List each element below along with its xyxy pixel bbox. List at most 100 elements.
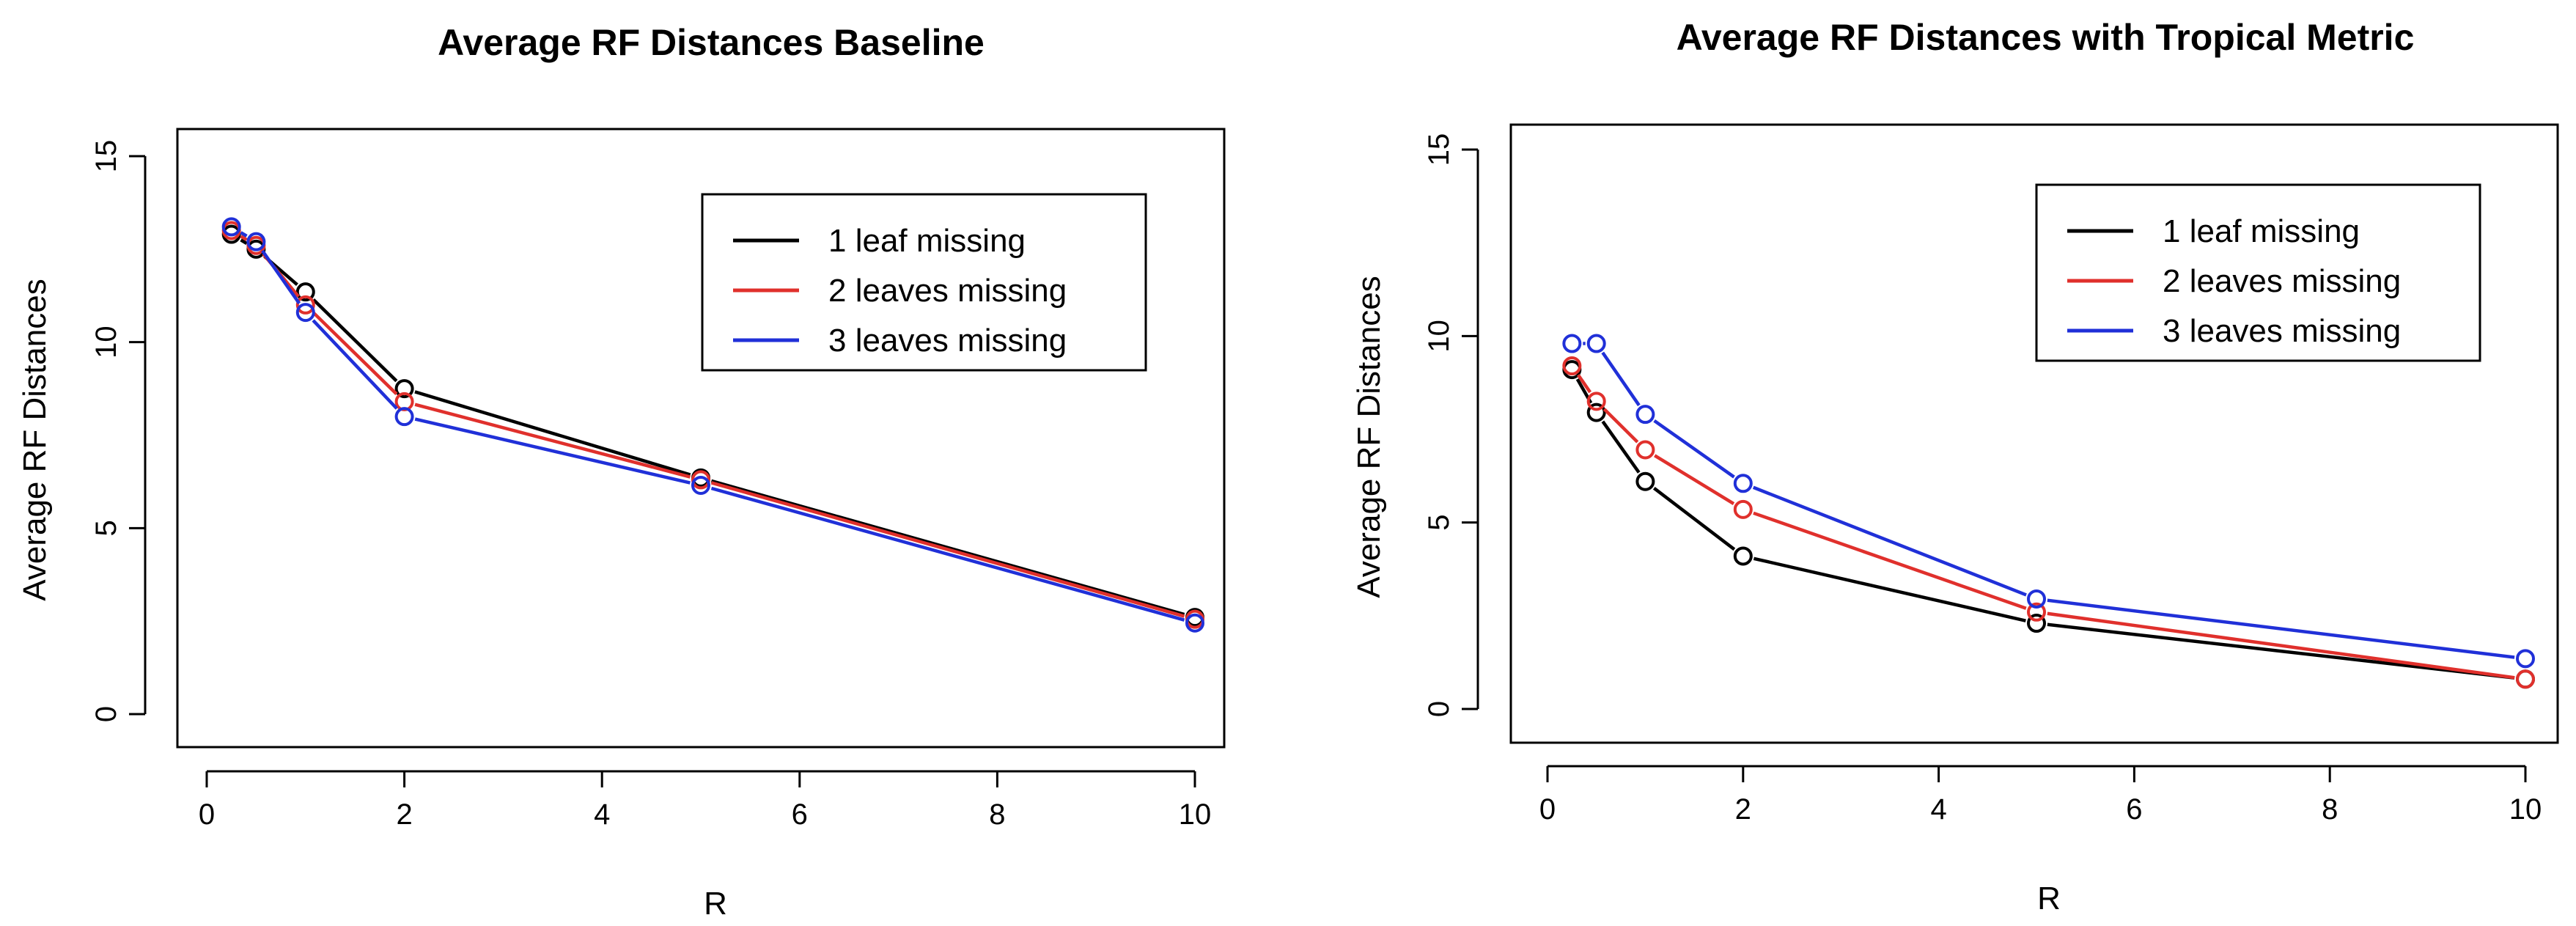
data-point (246, 232, 266, 251)
data-point (2027, 614, 2046, 633)
x-tick-label: 2 (1735, 793, 1751, 826)
series-line-segment (1654, 454, 1735, 505)
data-point (691, 475, 710, 495)
series-line-segment (1753, 556, 2026, 622)
data-point (1562, 334, 1582, 353)
series-line-segment (2047, 598, 2515, 659)
series-line-segment (261, 249, 301, 305)
series-line-segment (312, 311, 398, 395)
series-line-segment (240, 238, 248, 246)
series-line-segment (1753, 511, 2027, 610)
data-point (1185, 613, 1204, 633)
series-line-segment (1602, 408, 1639, 444)
legend-label: 2 leaves missing (2163, 263, 2401, 299)
series-line-segment (312, 298, 398, 383)
plot-frame (1509, 123, 2559, 744)
y-tick-label: 5 (1423, 515, 1455, 531)
legend-entries: 1 leaf missing 2 leaves missing 3 leaves m… (733, 223, 1067, 359)
x-tick-label: 8 (2322, 793, 2338, 826)
y-tick-label: 10 (1423, 320, 1455, 353)
series-layer (221, 217, 1204, 633)
data-point (2516, 649, 2535, 669)
y-axis-label: Average RF Distances (1351, 276, 1387, 598)
series-line-segment (710, 486, 1185, 622)
x-tick-label: 6 (792, 798, 808, 831)
legend-label: 2 leaves missing (828, 273, 1067, 309)
data-point (2516, 669, 2535, 689)
series-line-segment (710, 481, 1185, 618)
series-line-segment (710, 479, 1185, 617)
data-point (2027, 602, 2046, 622)
data-point (295, 282, 315, 302)
series-line-segment (1752, 485, 2027, 597)
legend-label: 3 leaves missing (828, 323, 1067, 359)
data-point (1733, 499, 1753, 519)
y-tick-label: 15 (1423, 133, 1455, 166)
series-line-segment (1652, 487, 1736, 551)
plot-frame (176, 128, 1226, 749)
series-line-segment (1601, 420, 1641, 474)
x-tick-label: 8 (989, 798, 1005, 831)
x-axis-label: R (704, 886, 727, 922)
series-line-segment (1577, 374, 1592, 394)
data-point (394, 407, 414, 427)
x-tick-label: 2 (396, 798, 412, 831)
chart-title: Average RF Distances with Tropical Metri… (1677, 17, 2415, 58)
legend-label: 3 leaves missing (2163, 313, 2401, 349)
data-point (1586, 392, 1606, 411)
series-line-segment (414, 390, 691, 477)
data-point (691, 470, 710, 490)
y-tick-label: 15 (90, 140, 122, 173)
legend-entries: 1 leaf missing 2 leaves missing 3 leaves m… (2067, 213, 2401, 349)
series-line-segment (1601, 351, 1641, 407)
legend: 1 leaf missing 2 leaves missing 3 leaves m… (701, 193, 1147, 372)
series-line-segment (240, 231, 248, 238)
data-point (1562, 356, 1582, 376)
x-axis: 0 2 4 6 8 10 (1539, 765, 2542, 826)
y-axis-label: Average RF Distances (17, 279, 53, 600)
x-axis: 0 2 4 6 8 10 (199, 770, 1212, 831)
data-point (1635, 471, 1655, 491)
data-point (2027, 589, 2046, 609)
y-tick-label: 0 (90, 706, 122, 722)
series-line-segment (240, 235, 248, 241)
series-line-segment (2047, 622, 2515, 680)
x-tick-label: 10 (2509, 793, 2542, 826)
y-tick-label: 10 (90, 326, 122, 359)
series-line-segment (414, 403, 691, 479)
x-tick-label: 4 (1930, 793, 1946, 826)
data-point (394, 379, 414, 399)
x-axis-label: R (2037, 881, 2061, 916)
data-point (1635, 440, 1655, 460)
series-line-segment (312, 319, 398, 410)
data-point (1635, 405, 1655, 425)
y-tick-label: 0 (1423, 701, 1455, 717)
x-tick-label: 10 (1179, 798, 1212, 831)
data-point (221, 217, 241, 237)
data-point (1733, 546, 1753, 566)
chart-panel-tropical: Average RF Distances with Tropical Metri… (1351, 17, 2559, 916)
series-line-segment (414, 417, 691, 485)
y-axis: 0 5 10 15 (1423, 133, 1479, 717)
data-point (1586, 403, 1606, 422)
chart-title: Average RF Distances Baseline (438, 22, 985, 63)
x-tick-label: 4 (594, 798, 610, 831)
legend-label: 1 leaf missing (828, 223, 1026, 259)
data-point (295, 303, 315, 323)
x-tick-label: 6 (2126, 793, 2142, 826)
x-tick-label: 0 (199, 798, 215, 831)
chart-panel-baseline: Average RF Distances Baseline 0 2 4 6 8 10 0 5… (17, 22, 1226, 922)
series-layer (1562, 334, 2535, 689)
legend-label: 1 leaf missing (2163, 213, 2360, 249)
y-tick-label: 5 (90, 520, 122, 536)
data-point (295, 295, 315, 315)
y-axis: 0 5 10 15 (90, 140, 147, 722)
series-line-segment (1653, 419, 1735, 479)
data-point (1733, 474, 1753, 493)
legend: 1 leaf missing 2 leaves missing 3 leaves m… (2035, 183, 2481, 362)
x-tick-label: 0 (1539, 793, 1556, 826)
data-point (1586, 334, 1606, 353)
series-line-segment (2047, 611, 2515, 680)
